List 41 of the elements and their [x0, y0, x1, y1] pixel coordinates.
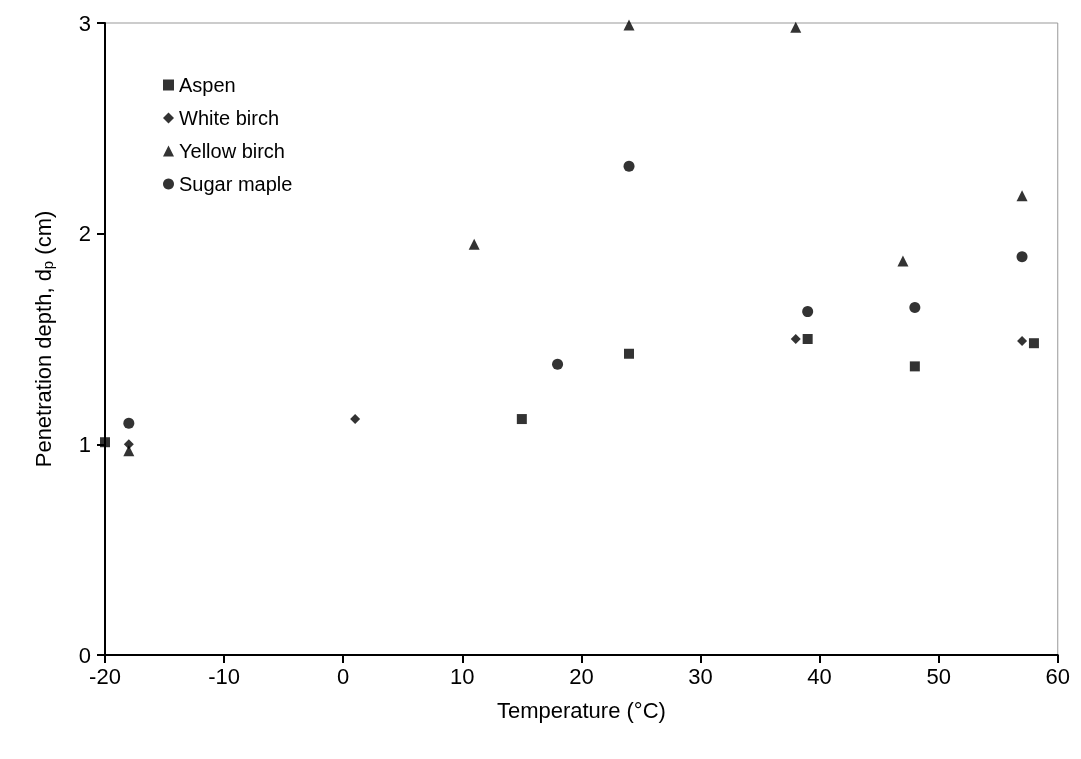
y-tick-label: 3 [78, 10, 91, 36]
x-tick-label: 60 [1045, 663, 1071, 689]
legend-label: Yellow birch [179, 140, 285, 162]
point [100, 437, 110, 448]
point [516, 414, 527, 425]
x-tick-label: 20 [569, 663, 594, 689]
legend-label: Aspen [179, 74, 236, 96]
y-tick-label: 0 [78, 642, 91, 668]
point [897, 255, 909, 267]
x-tick-label: 10 [450, 663, 475, 689]
point [468, 238, 480, 250]
y-axis-title: Penetration depth, dp (cm) [31, 210, 56, 468]
y-tick-label: 2 [78, 221, 91, 247]
x-axis-title: Temperature (°C) [496, 697, 666, 723]
x-tick-label: 50 [926, 663, 951, 689]
x-tick-label: 40 [807, 663, 832, 689]
legend-label: Sugar maple [179, 173, 293, 195]
point [350, 414, 361, 425]
legend-label: White birch [179, 107, 280, 129]
point [790, 334, 801, 344]
point [1016, 251, 1028, 263]
point [909, 361, 920, 372]
point [123, 445, 135, 457]
point [802, 306, 814, 318]
point [790, 21, 802, 33]
point [123, 417, 135, 429]
point [1028, 338, 1039, 349]
point [1017, 336, 1028, 347]
x-tick-label: -20 [89, 663, 121, 689]
point [623, 160, 635, 172]
x-tick-label: 0 [337, 663, 350, 689]
x-tick-label: 30 [688, 663, 713, 689]
point [802, 334, 813, 344]
y-tick-label: 1 [78, 431, 91, 457]
point [1016, 190, 1028, 202]
point [123, 439, 134, 450]
x-tick-label: -10 [208, 663, 240, 689]
point [909, 301, 921, 313]
point [623, 19, 635, 31]
point [624, 348, 635, 359]
point [552, 358, 564, 370]
